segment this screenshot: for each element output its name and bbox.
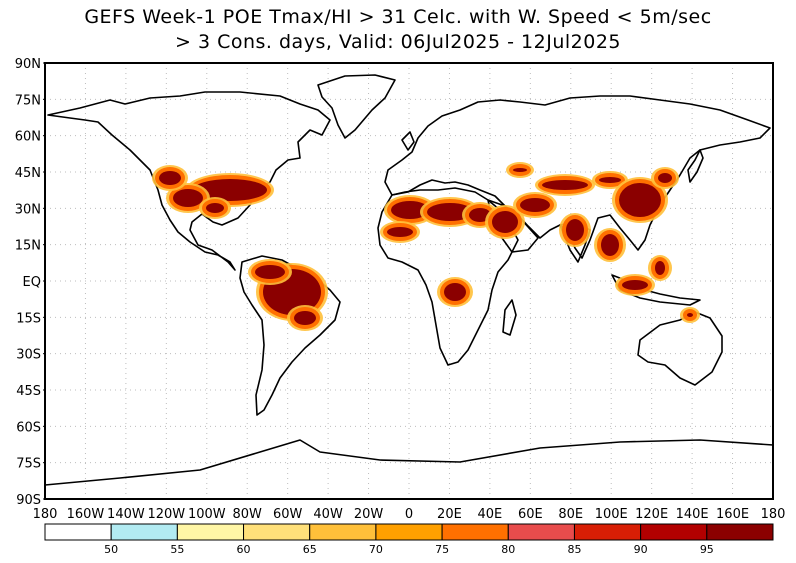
- colorbar-label: 70: [369, 543, 383, 556]
- probability-shading: [152, 162, 700, 331]
- probability-area: [391, 201, 429, 219]
- colorbar-label: 50: [104, 543, 118, 556]
- lat-label: 90S: [16, 493, 41, 508]
- probability-area: [387, 227, 413, 237]
- madagascar-landmass: [502, 299, 517, 336]
- lat-label: 15S: [16, 311, 41, 326]
- colorbar-label: 95: [700, 543, 714, 556]
- map-title-line2: > 3 Cons. days, Valid: 06Jul2025 - 12Jul…: [175, 31, 621, 53]
- probability-area: [601, 234, 619, 256]
- colorbar-label: 55: [170, 543, 184, 556]
- lat-label: 45S: [16, 384, 41, 399]
- colorbar: [44, 523, 774, 541]
- greenland-landmass: [317, 74, 396, 139]
- lon-label: 140E: [676, 507, 709, 522]
- lon-label: 120W: [147, 507, 185, 522]
- lat-label: 75S: [16, 457, 41, 472]
- colorbar-segment: [44, 523, 112, 541]
- lat-label: 45N: [15, 166, 41, 181]
- colorbar-segment: [573, 523, 642, 541]
- colorbar-segment: [176, 523, 245, 541]
- japan-islands: [687, 149, 704, 183]
- colorbar-segment: [507, 523, 575, 541]
- colorbar-label: 90: [634, 543, 648, 556]
- probability-area: [687, 313, 693, 317]
- colorbar-segment: [640, 523, 708, 541]
- lon-label: 180: [33, 507, 58, 522]
- probability-area: [658, 173, 672, 183]
- lon-label: 80W: [233, 507, 263, 522]
- lon-label: 20W: [354, 507, 384, 522]
- british-isles: [401, 131, 415, 151]
- colorbar-label: 85: [567, 543, 581, 556]
- probability-area: [622, 280, 648, 290]
- colorbar-segment: [243, 523, 311, 541]
- colorbar-label: 75: [435, 543, 449, 556]
- lon-label: 60E: [518, 507, 543, 522]
- latitude-labels: 90N 75N 60N 45N 30N 15N EQ 15S 30S 45S 60S 75S 90S: [15, 57, 45, 508]
- probability-area: [513, 168, 527, 172]
- lon-label: 40E: [478, 507, 503, 522]
- colorbar-label: 65: [303, 543, 317, 556]
- colorbar-segment: [375, 523, 443, 541]
- longitude-labels: 180 160W 140W 120W 100W 80W 60W 40W 20W 0 20E 40E 60…: [33, 507, 786, 522]
- lon-label: 20E: [437, 507, 462, 522]
- probability-area: [294, 311, 316, 325]
- probability-area: [566, 219, 584, 241]
- lat-label: 30S: [16, 348, 41, 363]
- lat-label: 60N: [15, 130, 41, 145]
- probability-area: [619, 183, 661, 217]
- probability-area: [206, 203, 224, 213]
- probability-area: [427, 203, 473, 221]
- map-title-line1: GEFS Week-1 POE Tmax/HI > 31 Celc. with …: [84, 6, 712, 28]
- colorbar-label: 60: [237, 543, 251, 556]
- colorbar-labels: 50 55 60 65 70 75 80 85 90 95: [104, 543, 714, 556]
- africa-landmass: [377, 187, 519, 366]
- lat-label: 60S: [16, 420, 41, 435]
- lat-label: 90N: [15, 57, 41, 72]
- lon-label: 100E: [595, 507, 628, 522]
- probability-area: [520, 198, 550, 212]
- probability-area: [173, 189, 203, 207]
- colorbar-segment: [110, 523, 178, 541]
- lon-label: 0: [405, 507, 413, 522]
- lon-label: 100W: [188, 507, 226, 522]
- probability-area: [542, 180, 588, 190]
- lon-label: 40W: [313, 507, 343, 522]
- probability-area: [655, 261, 665, 275]
- colorbar-segment: [309, 523, 377, 541]
- probability-area: [492, 211, 518, 233]
- north-america-landmass: [47, 91, 331, 271]
- colorbar-segment: [441, 523, 509, 541]
- lon-label: 160W: [67, 507, 105, 522]
- lon-label: 60W: [273, 507, 303, 522]
- probability-area: [159, 171, 181, 185]
- lon-label: 80E: [558, 507, 583, 522]
- colorbar-label: 80: [501, 543, 515, 556]
- lat-label: 30N: [15, 202, 41, 217]
- lat-label: 15N: [15, 239, 41, 254]
- lon-label: 120E: [635, 507, 668, 522]
- probability-area: [255, 265, 285, 279]
- lat-label: EQ: [23, 275, 41, 290]
- probability-area: [193, 179, 267, 201]
- probability-area: [444, 283, 466, 301]
- probability-area: [599, 177, 621, 183]
- lon-label: 140W: [107, 507, 145, 522]
- lon-label: 160E: [716, 507, 749, 522]
- lon-label: 180: [761, 507, 786, 522]
- colorbar-segment: [706, 523, 774, 541]
- lat-label: 75N: [15, 93, 41, 108]
